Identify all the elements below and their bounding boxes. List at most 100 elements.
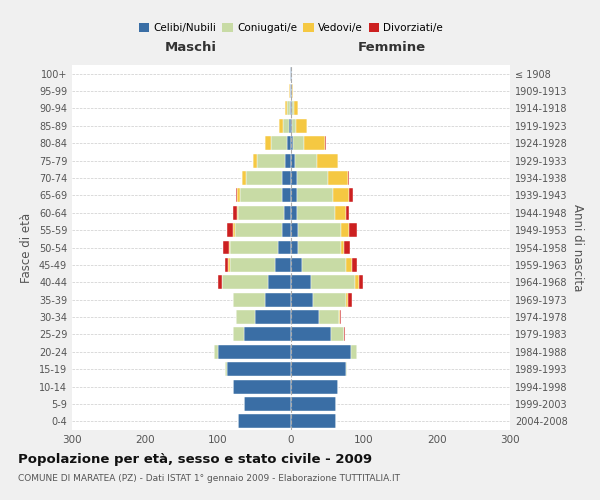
Text: COMUNE DI MARATEA (PZ) - Dati ISTAT 1° gennaio 2009 - Elaborazione TUTTITALIA.IT: COMUNE DI MARATEA (PZ) - Dati ISTAT 1° g… xyxy=(18,474,400,483)
Bar xyxy=(291,154,295,168)
Bar xyxy=(291,102,292,116)
Bar xyxy=(265,136,271,150)
Bar xyxy=(287,102,290,116)
Text: Maschi: Maschi xyxy=(164,41,216,54)
Bar xyxy=(265,292,291,306)
Bar xyxy=(235,223,282,237)
Bar xyxy=(228,258,230,272)
Bar xyxy=(291,206,297,220)
Bar xyxy=(319,310,339,324)
Bar xyxy=(334,188,349,202)
Bar xyxy=(351,345,356,358)
Legend: Celibi/Nubili, Coniugati/e, Vedovi/e, Divorziati/e: Celibi/Nubili, Coniugati/e, Vedovi/e, Di… xyxy=(134,19,448,38)
Bar xyxy=(291,397,336,411)
Bar xyxy=(294,102,298,116)
Bar xyxy=(335,206,346,220)
Bar xyxy=(236,310,254,324)
Bar xyxy=(346,258,352,272)
Bar xyxy=(291,240,298,254)
Bar xyxy=(237,188,240,202)
Bar xyxy=(304,136,325,150)
Bar xyxy=(227,223,233,237)
Bar xyxy=(341,223,349,237)
Bar xyxy=(246,171,282,185)
Bar xyxy=(233,380,291,394)
Bar xyxy=(282,223,291,237)
Bar xyxy=(291,345,351,358)
Bar xyxy=(317,154,338,168)
Bar xyxy=(291,362,346,376)
Bar xyxy=(268,276,291,289)
Bar xyxy=(244,328,291,342)
Bar xyxy=(298,240,341,254)
Bar xyxy=(348,171,349,185)
Bar xyxy=(292,119,296,133)
Bar xyxy=(291,414,336,428)
Bar xyxy=(233,292,265,306)
Bar xyxy=(230,258,275,272)
Bar xyxy=(244,397,291,411)
Bar xyxy=(280,119,283,133)
Bar xyxy=(223,240,229,254)
Bar xyxy=(285,154,291,168)
Bar xyxy=(221,276,223,289)
Bar xyxy=(257,154,285,168)
Bar xyxy=(291,171,297,185)
Bar xyxy=(236,188,237,202)
Bar xyxy=(271,136,287,150)
Bar xyxy=(223,276,268,289)
Bar xyxy=(282,188,291,202)
Bar xyxy=(291,292,313,306)
Bar xyxy=(291,380,338,394)
Bar xyxy=(339,310,340,324)
Bar xyxy=(291,258,302,272)
Bar xyxy=(233,223,235,237)
Bar xyxy=(285,102,287,116)
Bar xyxy=(349,188,353,202)
Bar xyxy=(214,345,218,358)
Bar xyxy=(278,240,291,254)
Bar xyxy=(226,362,227,376)
Bar xyxy=(297,171,328,185)
Bar xyxy=(298,223,341,237)
Bar xyxy=(230,240,278,254)
Bar xyxy=(346,362,347,376)
Bar xyxy=(359,276,362,289)
Bar xyxy=(275,258,291,272)
Bar xyxy=(218,345,291,358)
Bar xyxy=(292,84,293,98)
Y-axis label: Anni di nascita: Anni di nascita xyxy=(571,204,584,291)
Bar xyxy=(238,414,291,428)
Bar xyxy=(341,240,344,254)
Bar xyxy=(355,276,359,289)
Bar xyxy=(233,328,244,342)
Bar xyxy=(227,362,291,376)
Bar xyxy=(344,240,350,254)
Bar xyxy=(291,136,293,150)
Bar xyxy=(289,119,291,133)
Bar xyxy=(283,119,289,133)
Bar xyxy=(242,171,246,185)
Bar xyxy=(297,206,335,220)
Bar xyxy=(287,136,291,150)
Bar xyxy=(282,171,291,185)
Bar xyxy=(290,102,291,116)
Bar xyxy=(229,240,230,254)
Bar xyxy=(238,206,284,220)
Bar xyxy=(290,66,291,80)
Bar xyxy=(297,188,334,202)
Bar xyxy=(295,154,317,168)
Bar xyxy=(291,310,319,324)
Bar xyxy=(325,136,326,150)
Bar xyxy=(291,223,298,237)
Bar xyxy=(296,119,307,133)
Bar xyxy=(237,206,238,220)
Bar xyxy=(289,84,290,98)
Bar xyxy=(349,223,356,237)
Bar xyxy=(233,206,237,220)
Bar xyxy=(240,188,282,202)
Bar xyxy=(291,276,311,289)
Bar xyxy=(346,292,348,306)
Bar xyxy=(348,292,352,306)
Bar xyxy=(291,188,297,202)
